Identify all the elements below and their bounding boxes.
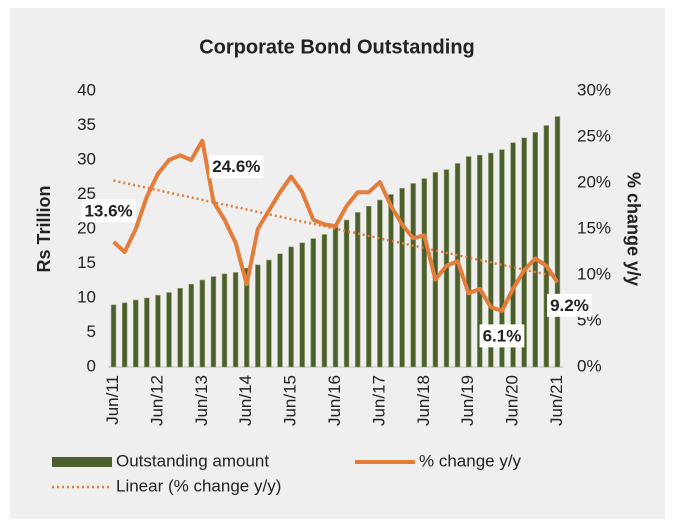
y-tick-label: 25 xyxy=(77,184,96,203)
x-tick-label: Jun/16 xyxy=(325,375,344,426)
bar xyxy=(121,302,128,368)
bar xyxy=(332,226,339,368)
data-label: 13.6% xyxy=(84,201,132,220)
legend-label: % change y/y xyxy=(419,451,522,470)
x-tick-label: Jun/15 xyxy=(281,375,300,426)
bar xyxy=(288,246,294,368)
y-tick-label: 15 xyxy=(77,253,96,272)
data-label-background xyxy=(209,155,264,179)
bar xyxy=(177,288,183,368)
y2-tick-label: 20% xyxy=(577,172,611,191)
bar xyxy=(299,242,305,368)
data-label: 6.1% xyxy=(483,326,522,345)
bar xyxy=(421,178,427,368)
legend-label: Linear (% change y/y) xyxy=(116,476,281,495)
bar xyxy=(321,234,328,368)
bar xyxy=(110,304,117,368)
x-tick-label: Jun/17 xyxy=(369,375,388,426)
bar xyxy=(410,183,416,368)
bar xyxy=(155,294,161,368)
y-tick-label: 10 xyxy=(77,287,96,306)
x-tick-label: Jun/19 xyxy=(458,375,477,426)
data-label: 9.2% xyxy=(550,296,589,315)
bar xyxy=(310,238,317,368)
y2-tick-label: 30% xyxy=(577,80,611,99)
y-tick-label: 40 xyxy=(77,80,96,99)
legend-swatch xyxy=(52,457,112,467)
y-tick-label: 35 xyxy=(77,115,96,134)
bar xyxy=(399,187,405,368)
bar xyxy=(166,292,172,368)
x-tick-label: Jun/11 xyxy=(103,375,122,425)
bar xyxy=(532,132,538,368)
bar xyxy=(510,142,516,368)
x-tick-label: Jun/21 xyxy=(547,375,566,426)
y-tick-label: 5 xyxy=(87,322,96,341)
y2-tick-label: 10% xyxy=(577,264,611,283)
bar xyxy=(133,299,139,368)
bar xyxy=(266,259,272,368)
bar xyxy=(554,116,561,368)
bar xyxy=(465,156,472,368)
data-label-background xyxy=(547,293,592,317)
x-tick-label: Jun/20 xyxy=(503,375,522,426)
chart-title: Corporate Bond Outstanding xyxy=(199,36,475,58)
bar xyxy=(521,137,527,368)
data-label: 24.6% xyxy=(212,157,260,176)
bar xyxy=(477,154,483,368)
y2-tick-label: 0% xyxy=(577,356,602,375)
bar xyxy=(232,272,239,368)
x-tick-label: Jun/12 xyxy=(147,375,166,426)
x-tick-label: Jun/14 xyxy=(236,375,255,426)
bar xyxy=(277,253,283,368)
bar xyxy=(366,205,372,368)
y2-tick-label: 25% xyxy=(577,126,611,145)
data-label-background xyxy=(81,199,136,223)
y-tick-label: 30 xyxy=(77,149,96,168)
bar xyxy=(255,264,261,368)
y-tick-label: 20 xyxy=(77,218,96,237)
y2-tick-label: 15% xyxy=(577,218,611,237)
x-tick-label: Jun/18 xyxy=(414,375,433,426)
bar xyxy=(354,212,361,368)
trend-line xyxy=(113,179,558,279)
bar xyxy=(543,125,550,368)
line xyxy=(112,138,560,313)
y-tick-label: 0 xyxy=(87,356,96,375)
bar xyxy=(377,199,383,368)
bar xyxy=(199,279,206,368)
bar xyxy=(343,219,350,368)
bar xyxy=(388,194,394,368)
data-label-background xyxy=(479,324,525,348)
bar xyxy=(488,152,494,368)
bar xyxy=(221,273,228,368)
bar xyxy=(244,268,250,368)
y-axis-title: Rs Trillion xyxy=(34,185,54,272)
bar xyxy=(210,276,217,368)
y2-axis-title: % change y/y xyxy=(623,172,643,286)
bar xyxy=(144,297,150,368)
bar xyxy=(188,283,194,368)
legend-label: Outstanding amount xyxy=(116,451,269,470)
bar xyxy=(499,149,505,368)
x-tick-label: Jun/13 xyxy=(192,375,211,426)
